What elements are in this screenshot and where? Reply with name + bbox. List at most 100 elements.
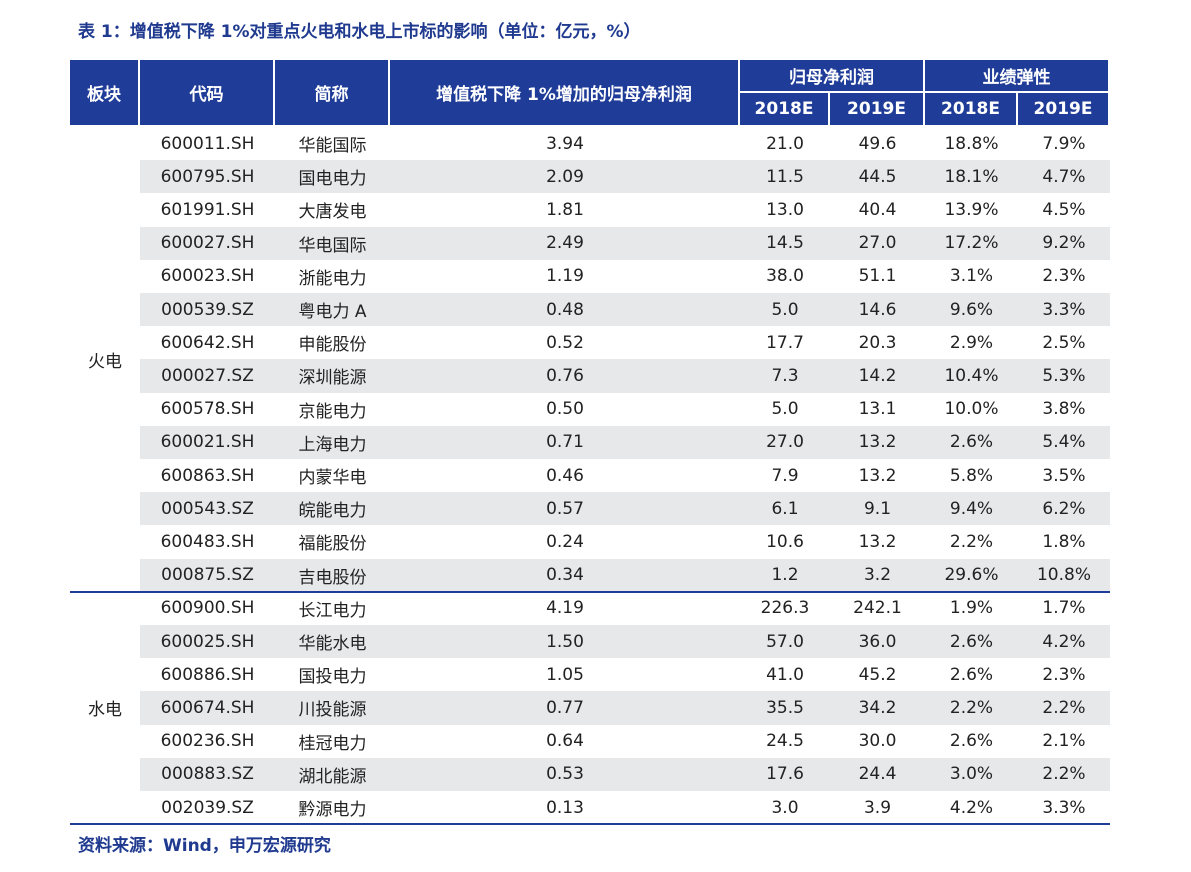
- cell: 24.5: [766, 731, 804, 752]
- cell: 600578.SH: [160, 399, 255, 420]
- cell: 3.0: [771, 797, 799, 818]
- cell: 2.3%: [1042, 664, 1086, 685]
- cell: 1.81: [546, 199, 584, 220]
- cell: 4.5%: [1042, 199, 1086, 220]
- cell: 粤电力 A: [298, 302, 367, 323]
- cell: 0.24: [546, 531, 584, 552]
- cell: 2.6%: [949, 731, 994, 752]
- cell: 0.76: [546, 365, 584, 386]
- cell: 京能电力: [298, 401, 367, 422]
- cell: 600642.SH: [160, 332, 255, 353]
- header-cell: 板块: [70, 60, 140, 127]
- header-year: 2019E: [1018, 93, 1110, 127]
- cell: 2.6%: [949, 432, 994, 453]
- cell: 18.8%: [944, 133, 999, 154]
- cell: 13.2: [858, 432, 897, 453]
- header-group: 业绩弹性: [925, 60, 1110, 93]
- row-shade: [140, 492, 1110, 526]
- cell: 国投电力: [298, 667, 367, 688]
- cell: 36.0: [858, 631, 897, 652]
- rule: [70, 590, 1110, 593]
- cell: 600886.SH: [160, 664, 255, 685]
- cell: 1.7%: [1042, 598, 1086, 619]
- cell: 2.5%: [1042, 332, 1086, 353]
- cell: 1.19: [546, 266, 584, 287]
- cell: 10.8%: [1036, 565, 1091, 586]
- cell: 9.2%: [1042, 233, 1086, 254]
- cell: 14.2: [858, 365, 897, 386]
- title: 表 1：增值税下降 1%对重点火电和水电上市标的影响（单位：亿元，%）: [78, 21, 641, 42]
- cell: 0.13: [546, 797, 584, 818]
- cell: 000027.SZ: [161, 365, 254, 386]
- cell: 000875.SZ: [161, 565, 254, 586]
- cell: 3.3%: [1042, 299, 1086, 320]
- cell: 3.94: [546, 133, 584, 154]
- cell: 2.2%: [949, 697, 994, 718]
- cell: 10.6: [766, 531, 804, 552]
- cell: 000883.SZ: [161, 764, 254, 785]
- cell: 0.64: [546, 731, 584, 752]
- cell: 华电国际: [298, 235, 367, 256]
- cell: 9.1: [863, 498, 892, 519]
- cell: 桂冠电力: [298, 733, 367, 754]
- cell: 35.5: [766, 697, 804, 718]
- cell: 600795.SH: [160, 166, 255, 187]
- cell: 浙能电力: [298, 268, 367, 289]
- cell: 皖能电力: [298, 501, 367, 522]
- cell: 10.0%: [944, 399, 999, 420]
- row-shade: [140, 160, 1110, 194]
- cell: 13.9%: [944, 199, 999, 220]
- cell: 17.6: [766, 764, 804, 785]
- cell: 27.0: [858, 233, 897, 254]
- cell: 7.3: [771, 365, 799, 386]
- cell: 601991.SH: [160, 199, 255, 220]
- cell: 2.1%: [1042, 731, 1086, 752]
- cell: 1.9%: [949, 598, 994, 619]
- cell: 0.77: [546, 697, 584, 718]
- cell: 13.0: [766, 199, 804, 220]
- row-shade: [140, 359, 1110, 393]
- cell: 600021.SH: [160, 432, 255, 453]
- cell: 3.0%: [949, 764, 994, 785]
- cell: 大唐发电: [298, 202, 367, 223]
- cell: 深圳能源: [298, 368, 367, 389]
- cell: 17.7: [766, 332, 804, 353]
- header-cell: 简称: [275, 60, 390, 127]
- sector-label: 水电: [88, 700, 122, 721]
- cell: 5.8%: [949, 465, 994, 486]
- cell: 9.4%: [949, 498, 994, 519]
- cell: 18.1%: [944, 166, 999, 187]
- cell: 2.49: [546, 233, 584, 254]
- cell: 13.1: [858, 399, 897, 420]
- row-shade: [140, 625, 1110, 659]
- cell: 14.5: [766, 233, 804, 254]
- cell: 3.3%: [1042, 797, 1086, 818]
- cell: 华能国际: [298, 136, 367, 157]
- cell: 000543.SZ: [161, 498, 254, 519]
- header-year: 2018E: [925, 93, 1018, 127]
- row-shade: [140, 226, 1110, 260]
- cell: 20.3: [858, 332, 897, 353]
- cell: 2.2%: [1042, 764, 1086, 785]
- cell: 38.0: [766, 266, 804, 287]
- cell: 34.2: [858, 697, 897, 718]
- header-cell: 增值税下降 1%增加的归母净利润: [390, 60, 740, 127]
- header-group: 归母净利润: [740, 60, 925, 93]
- cell: 申能股份: [298, 335, 367, 356]
- header-year: 2018E: [740, 93, 830, 127]
- cell: 10.4%: [944, 365, 999, 386]
- cell: 4.2%: [1042, 631, 1086, 652]
- cell: 3.1%: [949, 266, 994, 287]
- row-shade: [140, 757, 1110, 791]
- cell: 3.8%: [1042, 399, 1086, 420]
- cell: 3.2: [863, 565, 892, 586]
- cell: 0.50: [546, 399, 584, 420]
- cell: 21.0: [766, 133, 804, 154]
- header-year: 2019E: [830, 93, 925, 127]
- header-cell: 代码: [140, 60, 275, 127]
- cell: 2.6%: [949, 664, 994, 685]
- cell: 4.19: [546, 598, 584, 619]
- cell: 4.7%: [1042, 166, 1086, 187]
- row-shade: [140, 691, 1110, 725]
